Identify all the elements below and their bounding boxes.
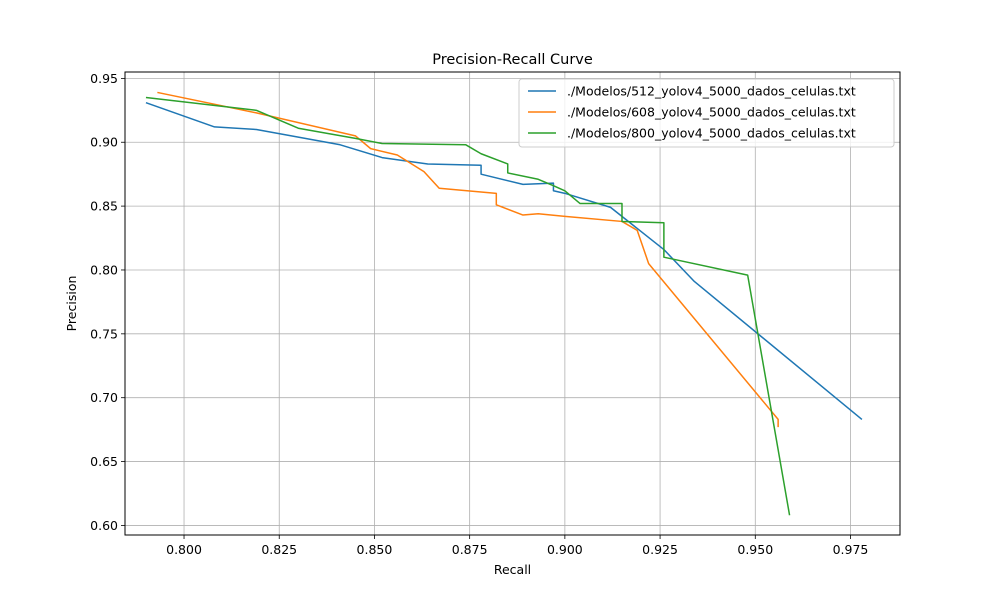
legend-label-608: ./Modelos/608_yolov4_5000_dados_celulas.… bbox=[567, 105, 856, 120]
x-axis-label: Recall bbox=[494, 562, 531, 577]
y-tick-label: 0.85 bbox=[90, 199, 118, 214]
y-axis-ticks: 0.60 0.65 0.70 0.75 0.80 0.85 0.90 0.95 bbox=[90, 71, 125, 533]
y-tick-label: 0.60 bbox=[90, 518, 118, 533]
legend-label-512: ./Modelos/512_yolov4_5000_dados_celulas.… bbox=[567, 84, 856, 99]
x-tick-label: 0.950 bbox=[737, 542, 773, 557]
legend: ./Modelos/512_yolov4_5000_dados_celulas.… bbox=[518, 78, 895, 148]
series-line-608 bbox=[157, 91, 779, 428]
y-tick-label: 0.75 bbox=[90, 326, 118, 341]
plot-frame bbox=[124, 71, 901, 536]
x-tick-label: 0.900 bbox=[547, 542, 583, 557]
legend-label-800: ./Modelos/800_yolov4_5000_dados_celulas.… bbox=[567, 126, 856, 141]
x-axis-ticks: 0.800 0.825 0.850 0.875 0.900 0.925 0.950 0.975 bbox=[166, 535, 868, 557]
x-tick-label: 0.850 bbox=[357, 542, 393, 557]
x-tick-label: 0.975 bbox=[833, 542, 869, 557]
series-lines bbox=[145, 91, 863, 516]
series-line-512 bbox=[145, 101, 863, 420]
chart-title: Precision-Recall Curve bbox=[432, 52, 593, 68]
y-tick-label: 0.95 bbox=[90, 71, 118, 86]
legend-frame bbox=[518, 78, 895, 148]
grid bbox=[125, 72, 900, 535]
x-tick-label: 0.825 bbox=[261, 542, 297, 557]
y-tick-label: 0.90 bbox=[90, 135, 118, 150]
x-tick-label: 0.800 bbox=[166, 542, 202, 557]
x-tick-label: 0.925 bbox=[642, 542, 678, 557]
series-line-800 bbox=[145, 96, 791, 516]
y-tick-label: 0.65 bbox=[90, 454, 118, 469]
x-tick-label: 0.875 bbox=[452, 542, 488, 557]
y-tick-label: 0.70 bbox=[90, 390, 118, 405]
y-tick-label: 0.80 bbox=[90, 262, 118, 277]
y-axis-label: Precision bbox=[64, 276, 79, 332]
